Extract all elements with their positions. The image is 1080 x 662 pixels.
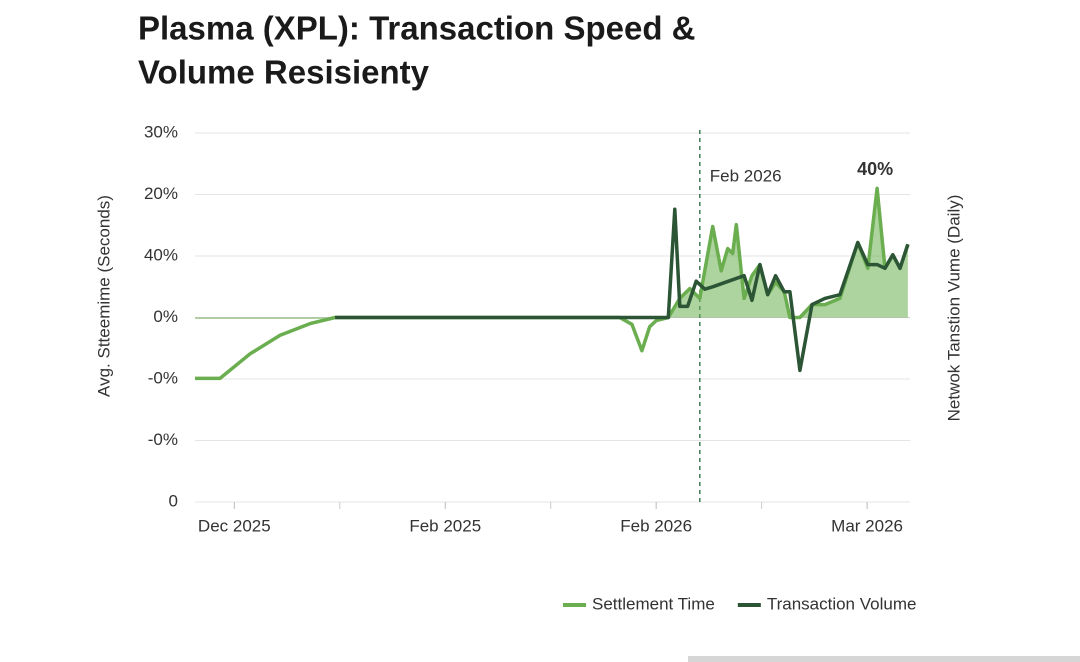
x-tick-label: Mar 2026 <box>831 516 903 535</box>
y-tick-label: 0 <box>169 491 178 510</box>
series-line <box>195 186 910 381</box>
y-axis-label: Avg. Stteemime (Seconds) <box>94 195 113 397</box>
x-tick-label: Feb 2026 <box>620 516 692 535</box>
series-area <box>195 188 908 319</box>
y-tick-label: 0% <box>153 307 178 326</box>
y-tick-label: 20% <box>144 184 178 203</box>
annotation-label: Feb 2026 <box>710 166 782 185</box>
y-tick-label: 40% <box>144 245 178 264</box>
chart-subtitle: Volume Resisienty <box>138 54 430 91</box>
scroll-bar <box>688 656 1080 662</box>
x-tick-label: Feb 2025 <box>409 516 481 535</box>
legend-label: Settlement Time <box>592 594 715 613</box>
y-tick-label: -0% <box>148 368 178 387</box>
x-tick-label: Dec 2025 <box>198 516 271 535</box>
chart-title: Plasma (XPL): Transaction Speed & <box>138 10 696 47</box>
series-line <box>335 207 910 373</box>
y-tick-label: -0% <box>148 430 178 449</box>
y2-axis-label: Netwok Tanstion Vume (Daily) <box>944 195 963 422</box>
peak-annotation: 40% <box>857 159 893 179</box>
y-tick-label: 30% <box>144 122 178 141</box>
legend-label: Transaction Volume <box>767 594 917 613</box>
